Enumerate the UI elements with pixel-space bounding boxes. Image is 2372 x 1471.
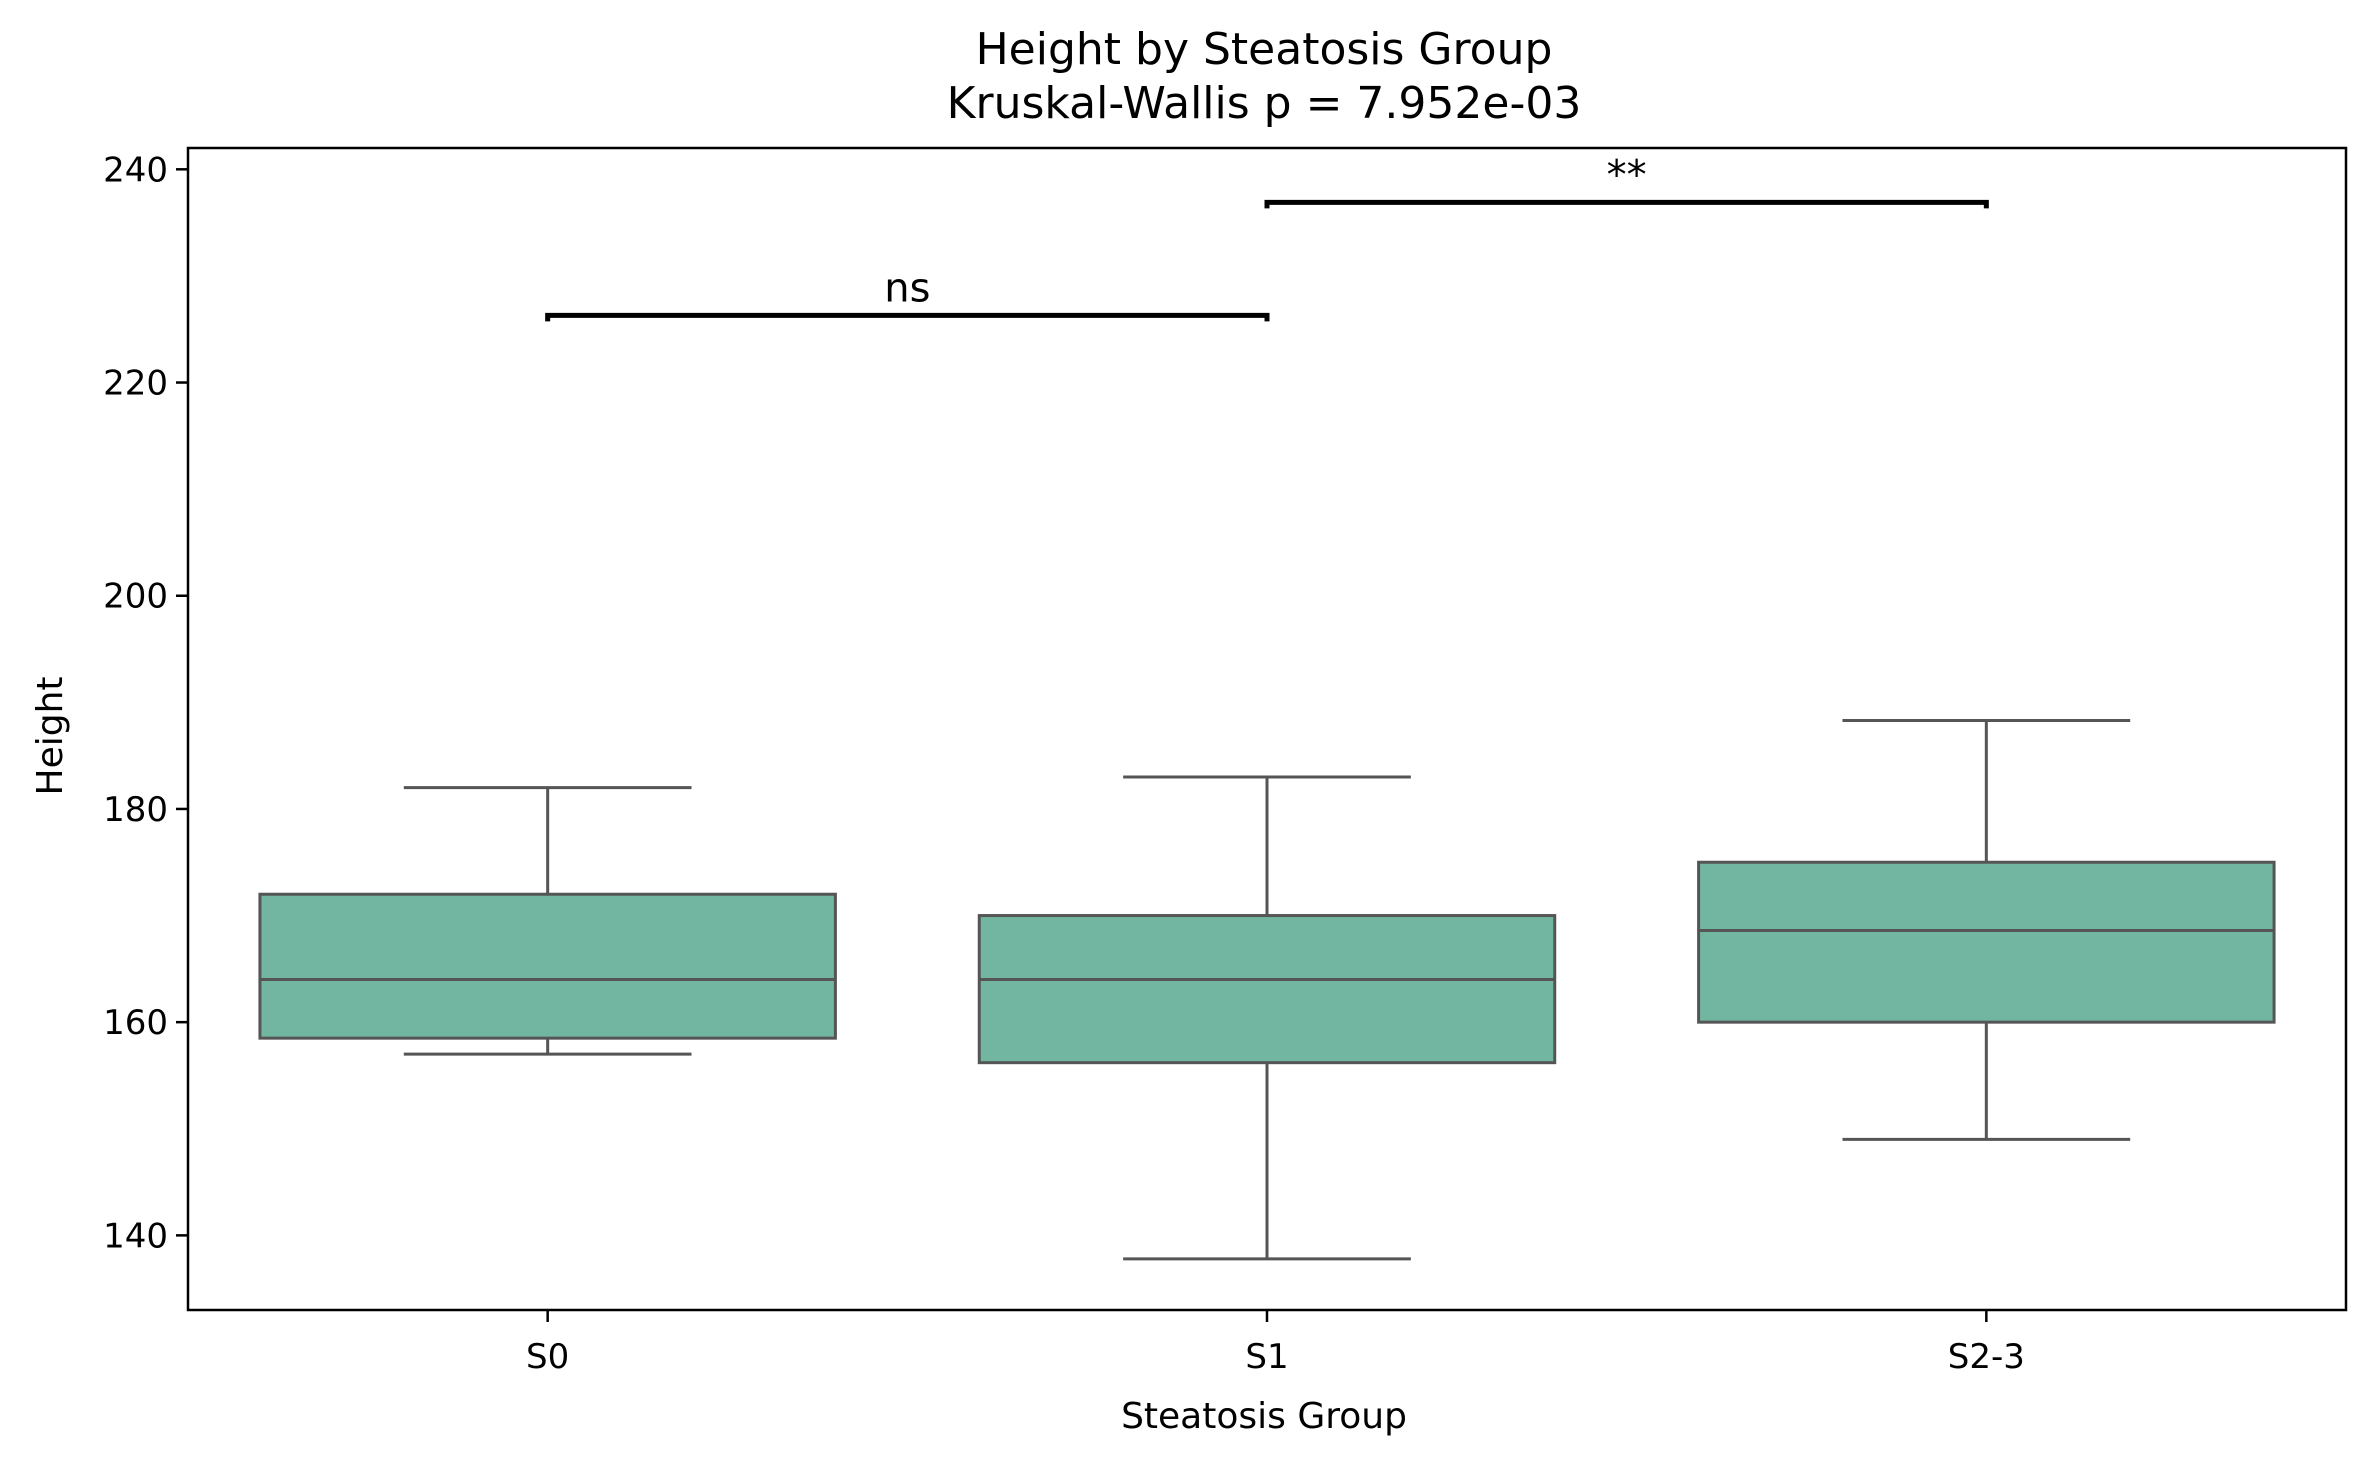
x-axis-label: Steatosis Group bbox=[1121, 1396, 1407, 1437]
y-tick-label: 200 bbox=[103, 577, 168, 617]
chart-subtitle: Kruskal-Wallis p = 7.952e-03 bbox=[947, 78, 1582, 129]
y-tick-label: 220 bbox=[103, 364, 168, 404]
x-tick-label: S1 bbox=[1245, 1337, 1288, 1377]
x-tick-label: S0 bbox=[526, 1337, 569, 1377]
significance-bracket bbox=[1264, 199, 1989, 209]
y-tick-label: 240 bbox=[103, 150, 168, 190]
significance-label: ** bbox=[1607, 152, 1647, 198]
box-s0 bbox=[258, 892, 837, 1040]
y-tick-label: 160 bbox=[103, 1003, 168, 1043]
y-axis-label: Height bbox=[30, 676, 71, 795]
significance-label: ns bbox=[884, 265, 930, 311]
y-tick-label: 180 bbox=[103, 790, 168, 830]
chart-title: Height by Steatosis Group bbox=[976, 24, 1553, 75]
significance-bracket bbox=[545, 312, 1270, 322]
box-s2-3 bbox=[1697, 860, 2276, 1024]
x-tick-label: S2-3 bbox=[1948, 1337, 2025, 1377]
y-tick-label: 140 bbox=[103, 1216, 168, 1256]
box-s1 bbox=[977, 914, 1557, 1065]
plot-area: 140 160 180 200 220 240 S0 S1 S2-3 ns ** bbox=[103, 146, 2348, 1377]
